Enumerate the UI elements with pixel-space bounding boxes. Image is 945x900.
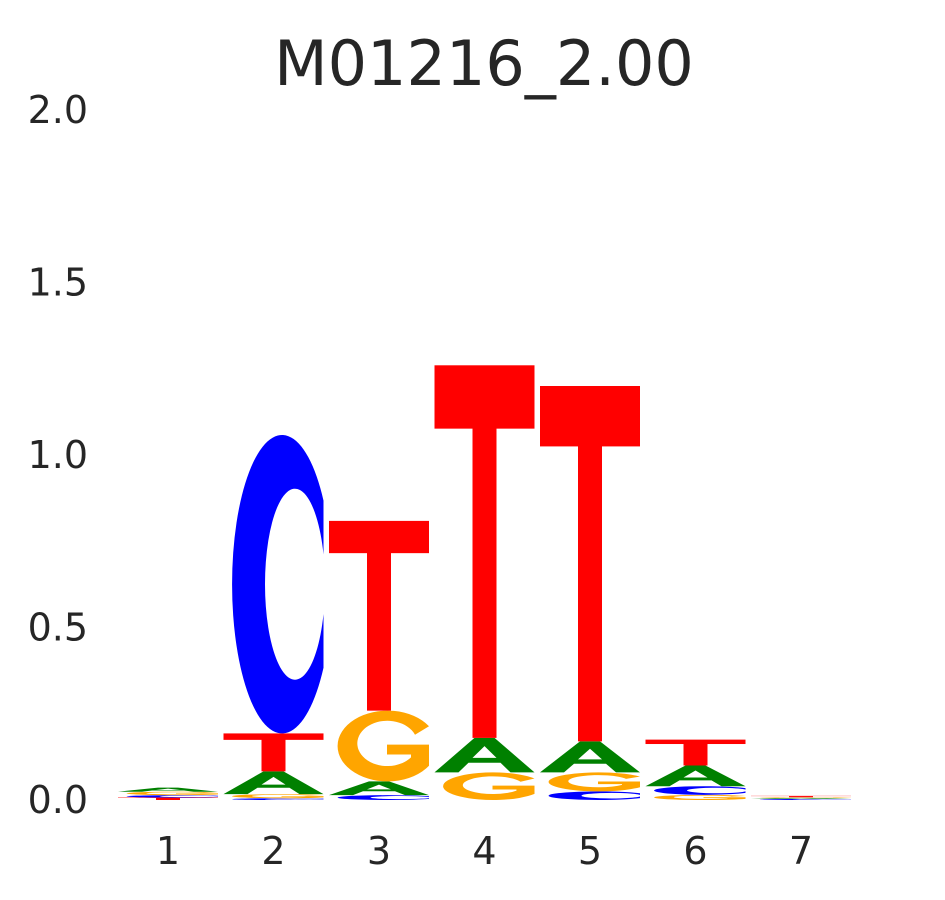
y-tick-label: 0.5 bbox=[28, 606, 88, 650]
letter-c-glyph bbox=[232, 798, 324, 800]
letter-a-glyph bbox=[223, 771, 324, 795]
letter-a-glyph bbox=[434, 737, 535, 773]
logo-column-2 bbox=[223, 434, 324, 800]
x-tick-label: 6 bbox=[683, 829, 707, 873]
letter-a-glyph bbox=[751, 797, 851, 799]
logo-column-7 bbox=[751, 795, 851, 800]
letter-g-glyph bbox=[443, 772, 535, 800]
letter-a-glyph bbox=[118, 787, 218, 792]
letter-t-glyph bbox=[751, 795, 851, 798]
x-tick-label: 2 bbox=[261, 829, 285, 873]
letter-g-glyph bbox=[337, 710, 429, 782]
letter-c-glyph bbox=[548, 791, 640, 800]
letter-t-glyph bbox=[329, 520, 429, 711]
letter-g-glyph bbox=[548, 772, 640, 792]
logo-column-1 bbox=[118, 787, 218, 800]
logo-column-6 bbox=[645, 739, 746, 800]
letter-g-glyph bbox=[232, 794, 324, 799]
letter-a-glyph bbox=[329, 781, 429, 796]
y-tick-label: 2.0 bbox=[28, 88, 88, 132]
x-tick-label: 4 bbox=[472, 829, 496, 873]
letter-g-glyph bbox=[759, 797, 851, 798]
x-tick-label: 3 bbox=[367, 829, 391, 873]
letter-c-glyph bbox=[654, 786, 746, 795]
letter-t-glyph bbox=[118, 797, 218, 800]
logo-column-4 bbox=[434, 365, 535, 800]
letter-t-glyph bbox=[223, 733, 324, 772]
y-tick-label: 1.0 bbox=[28, 433, 88, 477]
letter-c-glyph bbox=[126, 795, 218, 798]
x-axis: 1 2 3 4 5 6 7 bbox=[156, 829, 813, 873]
letter-a-glyph bbox=[540, 741, 640, 773]
letter-t-glyph bbox=[540, 386, 640, 742]
x-tick-label: 5 bbox=[578, 829, 602, 873]
letter-g-glyph bbox=[126, 791, 218, 796]
logo-column-3 bbox=[329, 520, 429, 800]
letter-c-glyph bbox=[337, 795, 429, 800]
logo-column-5 bbox=[540, 386, 640, 800]
letter-a-glyph bbox=[645, 765, 746, 787]
chart-title: M01216_2.00 bbox=[274, 27, 694, 100]
y-axis: 0.0 0.5 1.0 1.5 2.0 bbox=[28, 88, 88, 822]
letter-g-glyph bbox=[654, 794, 746, 800]
y-tick-label: 0.0 bbox=[28, 778, 88, 822]
x-tick-label: 7 bbox=[789, 829, 813, 873]
letter-t-glyph bbox=[434, 365, 535, 738]
logo-stacks bbox=[118, 365, 851, 800]
letter-t-glyph bbox=[645, 739, 746, 766]
x-tick-label: 1 bbox=[156, 829, 180, 873]
letter-c-glyph bbox=[232, 434, 324, 734]
y-tick-label: 1.5 bbox=[28, 261, 88, 305]
letter-c-glyph bbox=[759, 798, 851, 800]
